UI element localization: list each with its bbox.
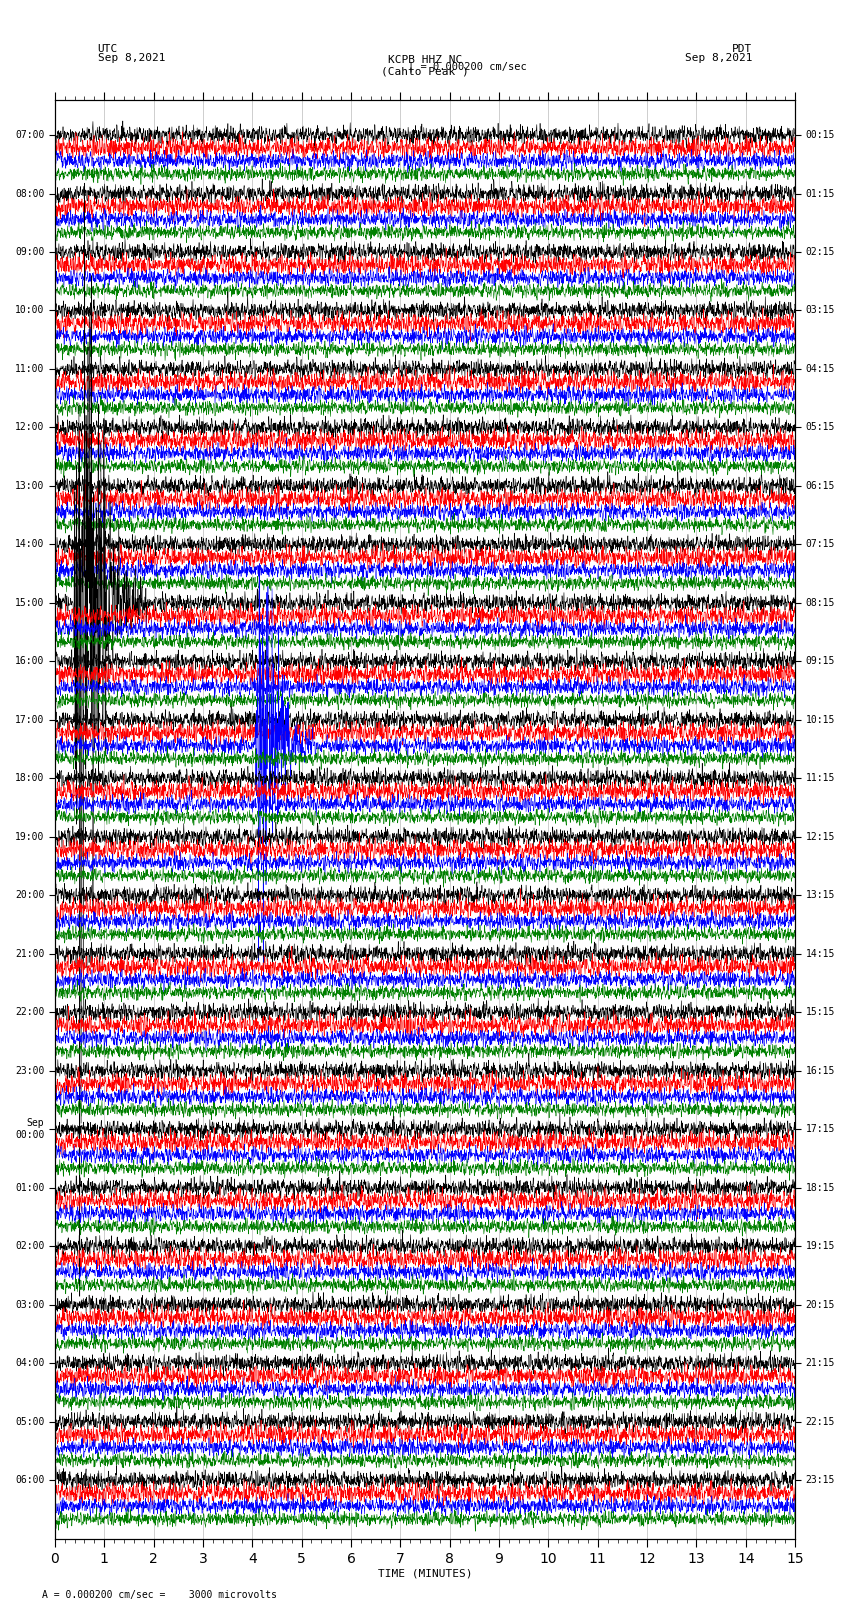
Text: Sep 8,2021: Sep 8,2021 [685, 53, 752, 63]
Text: PDT: PDT [732, 44, 752, 53]
Text: | = 0.000200 cm/sec: | = 0.000200 cm/sec [408, 61, 527, 73]
Title: KCPB HHZ NC
(Cahto Peak ): KCPB HHZ NC (Cahto Peak ) [381, 55, 469, 77]
Text: A = 0.000200 cm/sec =    3000 microvolts: A = 0.000200 cm/sec = 3000 microvolts [42, 1590, 277, 1600]
Text: UTC: UTC [98, 44, 118, 53]
Text: Sep 8,2021: Sep 8,2021 [98, 53, 165, 63]
X-axis label: TIME (MINUTES): TIME (MINUTES) [377, 1569, 473, 1579]
